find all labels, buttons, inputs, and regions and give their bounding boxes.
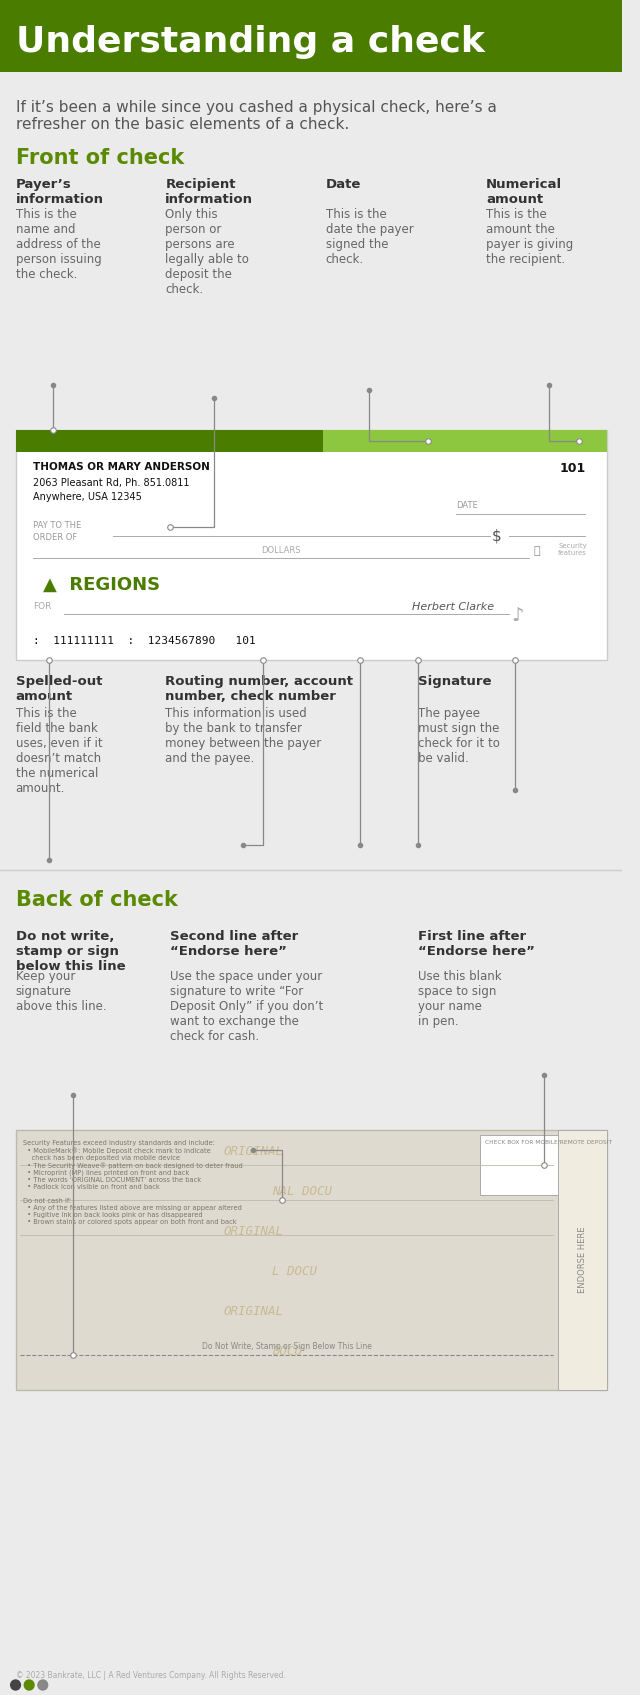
Text: Understanding a check: Understanding a check xyxy=(15,25,484,59)
Text: Recipient
information: Recipient information xyxy=(165,178,253,207)
Bar xyxy=(480,1136,597,1195)
Text: 2063 Pleasant Rd, Ph. 851.0811: 2063 Pleasant Rd, Ph. 851.0811 xyxy=(33,478,189,488)
Text: FOR: FOR xyxy=(33,602,51,610)
Text: ORIGINAL: ORIGINAL xyxy=(223,1305,284,1319)
Text: Security Features exceed industry standards and include:
  • MobileMark®: Mobile: Security Features exceed industry standa… xyxy=(23,1141,243,1225)
Text: CHECK BOX FOR MOBILE/REMOTE DEPOSIT: CHECK BOX FOR MOBILE/REMOTE DEPOSIT xyxy=(485,1141,612,1146)
Bar xyxy=(15,431,607,659)
Text: First line after
“Endorse here”: First line after “Endorse here” xyxy=(418,931,535,958)
Text: Anywhere, USA 12345: Anywhere, USA 12345 xyxy=(33,492,142,502)
Text: DOCU: DOCU xyxy=(272,1346,302,1358)
Text: This is the
name and
address of the
person issuing
the check.: This is the name and address of the pers… xyxy=(15,208,101,281)
Text: DOLLARS: DOLLARS xyxy=(261,546,301,554)
Text: Herbert Clarke: Herbert Clarke xyxy=(412,602,494,612)
Text: 🔒: 🔒 xyxy=(534,546,540,556)
Text: 101: 101 xyxy=(559,463,586,475)
Circle shape xyxy=(24,1680,34,1690)
Text: If it’s been a while since you cashed a physical check, here’s a
refresher on th: If it’s been a while since you cashed a … xyxy=(15,100,497,132)
Text: This information is used
by the bank to transfer
money between the payer
and the: This information is used by the bank to … xyxy=(165,707,321,764)
Text: Back of check: Back of check xyxy=(15,890,177,910)
Circle shape xyxy=(38,1680,47,1690)
Bar xyxy=(558,1131,607,1390)
Text: Use this blank
space to sign
your name
in pen.: Use this blank space to sign your name i… xyxy=(418,970,502,1027)
Text: Do not write,
stamp or sign
below this line: Do not write, stamp or sign below this l… xyxy=(15,931,125,973)
Text: This is the
amount the
payer is giving
the recipient.: This is the amount the payer is giving t… xyxy=(486,208,573,266)
Text: NAL DOCU: NAL DOCU xyxy=(272,1185,332,1198)
Text: ▲  REGIONS: ▲ REGIONS xyxy=(43,576,160,593)
Text: This is the
date the payer
signed the
check.: This is the date the payer signed the ch… xyxy=(326,208,413,266)
Text: Numerical
amount: Numerical amount xyxy=(486,178,563,207)
Bar xyxy=(323,431,607,453)
Text: Routing number, account
number, check number: Routing number, account number, check nu… xyxy=(165,675,353,703)
Text: ♪: ♪ xyxy=(511,607,524,625)
Text: Second line after
“Endorse here”: Second line after “Endorse here” xyxy=(170,931,298,958)
Bar xyxy=(0,0,622,71)
Circle shape xyxy=(11,1680,20,1690)
Bar xyxy=(15,431,323,453)
Text: DATE: DATE xyxy=(456,502,478,510)
Text: Only this
person or
persons are
legally able to
deposit the
check.: Only this person or persons are legally … xyxy=(165,208,249,297)
Text: This is the
field the bank
uses, even if it
doesn’t match
the numerical
amount.: This is the field the bank uses, even if… xyxy=(15,707,102,795)
Text: © 2023 Bankrate, LLC | A Red Ventures Company. All Rights Reserved.: © 2023 Bankrate, LLC | A Red Ventures Co… xyxy=(15,1671,285,1680)
Text: Spelled-out
amount: Spelled-out amount xyxy=(15,675,102,703)
Text: Use the space under your
signature to write “For
Deposit Only” if you don’t
want: Use the space under your signature to wr… xyxy=(170,970,323,1042)
Text: ORDER OF: ORDER OF xyxy=(33,532,77,542)
Text: Keep your
signature
above this line.: Keep your signature above this line. xyxy=(15,970,106,1014)
Text: Do Not Write, Stamp or Sign Below This Line: Do Not Write, Stamp or Sign Below This L… xyxy=(202,1342,372,1351)
Text: The payee
must sign the
check for it to
be valid.: The payee must sign the check for it to … xyxy=(418,707,500,764)
Text: ENDORSE HERE: ENDORSE HERE xyxy=(578,1227,587,1293)
Text: Signature: Signature xyxy=(418,675,492,688)
Text: L DOCU: L DOCU xyxy=(272,1264,317,1278)
Text: THOMAS OR MARY ANDERSON: THOMAS OR MARY ANDERSON xyxy=(33,463,210,471)
Text: ORIGINAL: ORIGINAL xyxy=(223,1225,284,1237)
Text: :  111111111  :  1234567890   101: : 111111111 : 1234567890 101 xyxy=(33,636,256,646)
Text: Security
features: Security features xyxy=(558,542,587,556)
Text: Front of check: Front of check xyxy=(15,147,184,168)
Text: ORIGINAL: ORIGINAL xyxy=(223,1146,284,1158)
Bar xyxy=(15,1131,607,1390)
Text: Payer’s
information: Payer’s information xyxy=(15,178,104,207)
Text: PAY TO THE: PAY TO THE xyxy=(33,520,81,531)
Text: $: $ xyxy=(492,529,502,544)
Text: Date: Date xyxy=(326,178,361,192)
